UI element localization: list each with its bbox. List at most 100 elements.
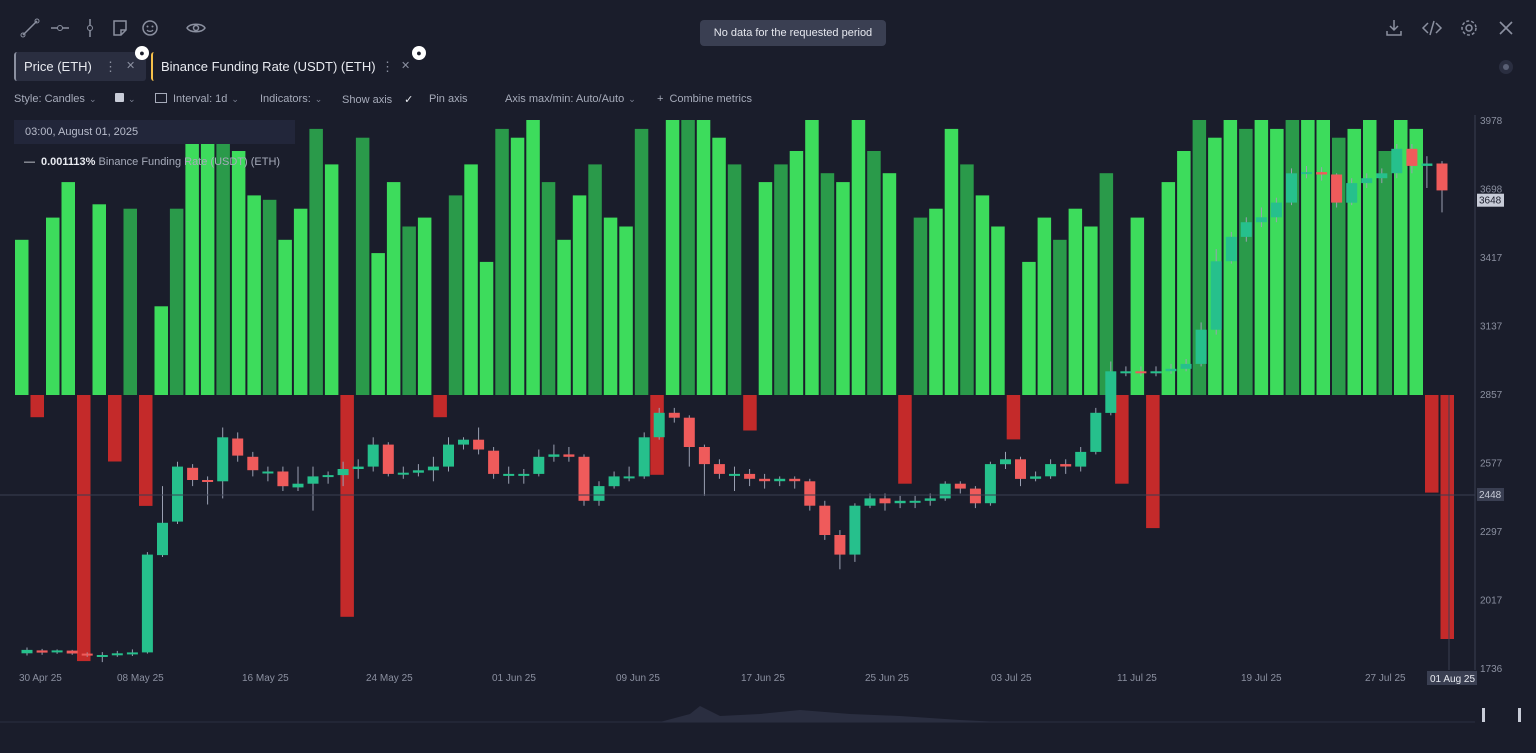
funding-rate-bar	[479, 261, 494, 395]
y-tick-label: 1736	[1480, 664, 1503, 675]
price-candle	[277, 466, 289, 491]
funding-rate-bar	[1409, 128, 1423, 395]
vertical-line-icon[interactable]	[78, 16, 102, 40]
color-select[interactable]: ⌄	[115, 93, 136, 105]
indicators-select[interactable]: Indicators: ⌄	[260, 93, 322, 105]
horizontal-ray-icon-svg	[51, 25, 69, 31]
price-candle	[1090, 407, 1102, 455]
emoji-icon[interactable]	[138, 16, 162, 40]
combine-metrics-button[interactable]: + Combine metrics	[657, 93, 752, 105]
y-tick-label: 3137	[1480, 322, 1503, 333]
candle-body	[1030, 476, 1042, 479]
embed-code-icon-svg	[1421, 20, 1443, 36]
funding-rate-bar	[340, 395, 354, 617]
price-candle	[66, 649, 78, 655]
scroll-handle-right[interactable]	[1518, 708, 1521, 722]
candle-body	[1391, 148, 1403, 174]
x-tick-label: 08 May 25	[117, 673, 164, 684]
interval-select[interactable]: Interval: 1d ⌄	[155, 93, 239, 105]
candle-body	[217, 437, 229, 482]
scroll-handle-left[interactable]	[1482, 708, 1485, 722]
funding-rate-bar	[1394, 120, 1408, 395]
candle-body	[292, 483, 304, 488]
price-candle	[232, 432, 244, 462]
candle-body	[247, 456, 259, 471]
candle-body	[322, 475, 334, 478]
candle-body	[1090, 412, 1102, 452]
pin-axis-toggle[interactable]: Pin axis	[429, 93, 468, 105]
axis-minmax-label: Axis max/min: Auto/Auto	[505, 93, 625, 105]
funding-rate-bar	[820, 173, 835, 395]
horizontal-ray-icon[interactable]	[48, 16, 72, 40]
candle-body	[729, 473, 740, 476]
candle-body	[1135, 371, 1147, 374]
price-candle	[864, 493, 876, 509]
candle-body	[789, 478, 801, 482]
chevron-down-icon: ⌄	[88, 94, 97, 104]
y-tick-label: 3698	[1480, 184, 1503, 195]
x-tick-label: 30 Apr 25	[19, 673, 62, 684]
y-tick-label: 2297	[1480, 527, 1503, 538]
note-icon[interactable]	[108, 16, 132, 40]
tab-close-icon[interactable]: ✕	[401, 60, 411, 72]
candle-body	[1270, 202, 1282, 218]
funding-rate-bar	[836, 182, 850, 395]
candle-body	[382, 444, 394, 474]
price-candle	[1436, 161, 1448, 213]
price-candle	[578, 454, 590, 506]
funding-rate-bar	[154, 306, 168, 395]
tab-menu-icon[interactable]: ⋮	[104, 59, 117, 74]
funding-rate-bar	[1270, 128, 1284, 395]
navigator-volume	[660, 706, 1000, 722]
candle-body	[21, 649, 33, 654]
pin-badge-icon[interactable]: ●	[412, 46, 426, 60]
funding-rate-bar	[231, 151, 246, 395]
tab-menu-icon[interactable]: ⋮	[381, 59, 394, 74]
candle-body	[744, 473, 756, 479]
price-candle	[172, 461, 183, 524]
price-candle	[1120, 366, 1132, 377]
embed-code-icon[interactable]	[1420, 16, 1444, 40]
settings-dot-icon[interactable]	[1499, 60, 1513, 74]
candle-body	[909, 500, 921, 503]
price-candle	[1391, 144, 1403, 179]
line-tool-icon[interactable]	[18, 16, 42, 40]
funding-rate-bar	[1053, 239, 1067, 395]
funding-rate-bar	[898, 395, 912, 484]
tab-binance-funding-rate[interactable]: Binance Funding Rate (USDT) (ETH) ⋮ ✕	[151, 52, 419, 81]
tab-close-icon[interactable]: ✕	[126, 60, 136, 72]
price-candle	[96, 652, 108, 663]
candle-body	[1331, 174, 1343, 203]
price-candle	[1286, 168, 1297, 206]
funding-rate-bar	[46, 217, 60, 395]
pin-badge-icon[interactable]: ●	[135, 46, 149, 60]
eye-icon[interactable]	[184, 16, 208, 40]
tab-price-eth[interactable]: Price (ETH) ⋮ ✕	[14, 52, 146, 81]
price-funding-chart[interactable]: 3978 3698 3417 3137 2857 2577 2297 2017 1736 3648…	[0, 110, 1536, 753]
price-candle	[473, 427, 485, 455]
price-candle	[713, 459, 725, 479]
close-icon[interactable]	[1494, 16, 1518, 40]
price-candle	[111, 650, 123, 657]
settings-icon[interactable]	[1457, 16, 1481, 40]
price-candle	[1346, 178, 1358, 206]
price-candle	[563, 447, 575, 462]
price-candle	[51, 649, 63, 654]
candle-body	[1301, 172, 1312, 175]
interval-label: Interval: 1d	[173, 93, 228, 105]
crosshair-price-label: 2448	[1479, 490, 1502, 501]
show-axis-label: Show axis	[342, 94, 393, 106]
funding-rate-bar	[882, 173, 897, 395]
style-select[interactable]: Style: Candles ⌄	[14, 93, 96, 105]
show-axis-toggle[interactable]: Show axis ✓	[342, 93, 413, 106]
price-candle	[458, 437, 469, 450]
candle-body	[488, 450, 500, 474]
funding-rate-bar	[1254, 120, 1269, 395]
funding-rate-bar	[603, 217, 618, 395]
axis-minmax-select[interactable]: Axis max/min: Auto/Auto ⌄	[505, 93, 636, 105]
candle-body	[443, 444, 454, 467]
y-tick-label: 3417	[1480, 253, 1503, 264]
price-candle	[653, 407, 665, 440]
x-tick-label: 03 Jul 25	[991, 673, 1032, 684]
download-icon[interactable]	[1382, 16, 1406, 40]
